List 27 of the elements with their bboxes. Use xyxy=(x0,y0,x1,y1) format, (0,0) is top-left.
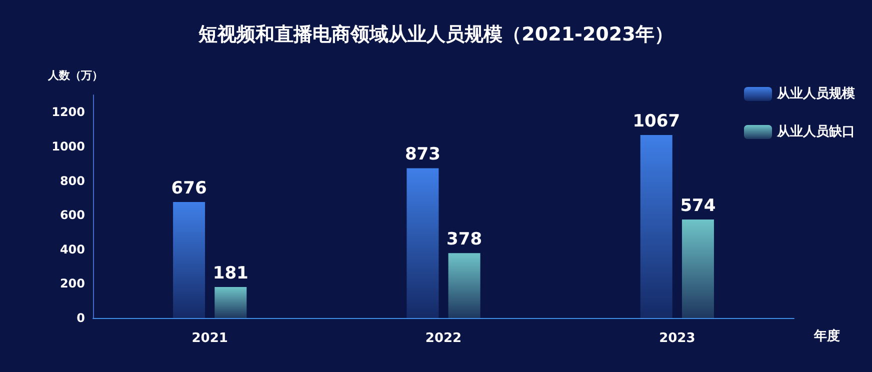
data-label: 1067 xyxy=(632,111,680,132)
data-label: 676 xyxy=(171,178,207,199)
x-tick-label: 2022 xyxy=(425,331,462,346)
chart-title: 短视频和直播电商领域从业人员规模（2021-2023年） xyxy=(198,24,674,46)
bar xyxy=(682,220,714,318)
bar xyxy=(640,134,672,318)
data-label: 181 xyxy=(212,263,248,284)
bar xyxy=(214,286,247,318)
bar xyxy=(448,253,480,318)
x-tick-label: 2021 xyxy=(192,331,228,346)
legend-label: 从业人员规模 xyxy=(776,86,855,102)
y-tick-label: 200 xyxy=(60,276,85,291)
y-tick-label: 1200 xyxy=(52,105,85,120)
y-tick-label: 400 xyxy=(60,242,85,256)
data-label: 873 xyxy=(404,144,440,165)
x-tick-label: 2023 xyxy=(659,331,696,346)
bar xyxy=(173,202,206,318)
data-label: 574 xyxy=(680,196,716,216)
y-axis-title: 人数（万） xyxy=(47,69,103,82)
data-label: 378 xyxy=(446,230,482,250)
y-tick-label: 0 xyxy=(76,311,85,325)
y-tick-label: 600 xyxy=(60,208,85,222)
bar xyxy=(406,168,439,318)
y-tick-label: 1000 xyxy=(52,139,85,154)
legend-label: 从业人员缺口 xyxy=(776,124,855,140)
y-tick-label: 800 xyxy=(60,174,85,188)
x-axis-title: 年度 xyxy=(813,328,840,344)
